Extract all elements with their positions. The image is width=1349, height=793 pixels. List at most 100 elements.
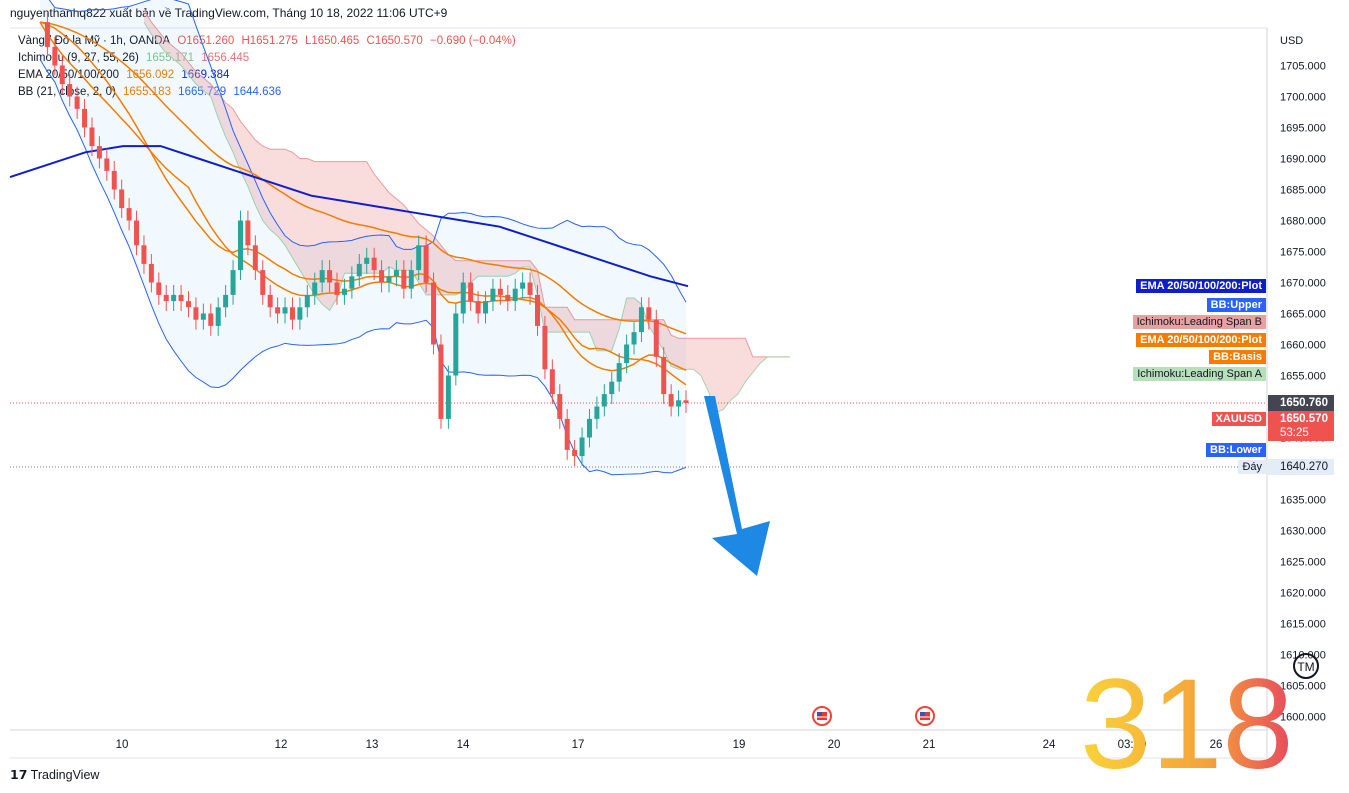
price-axis-currency: USD (1280, 35, 1303, 47)
price-tick-label: 1605.000 (1280, 681, 1326, 693)
candle-body (74, 96, 80, 109)
us-event-flag-icon[interactable] (812, 706, 832, 729)
candle-body (96, 146, 102, 159)
legend-bb[interactable]: BB (21, close, 2, 0) 1655.183 1665.729 1… (18, 86, 285, 98)
legend-bb-v1: 1655.183 (123, 86, 171, 98)
candle-body (141, 245, 147, 264)
candle-body (119, 189, 125, 209)
price-tick-label: 1635.000 (1280, 495, 1326, 507)
legend-ema-label[interactable]: EMA 20/50/100/200 (18, 69, 120, 81)
candle-body (497, 288, 503, 295)
candle-body (401, 270, 407, 289)
candle-body (260, 270, 266, 295)
cloud-fill (143, 9, 790, 413)
candle-body (89, 127, 95, 147)
candle-body (200, 313, 206, 320)
candle-body (104, 158, 110, 171)
candle-body (609, 381, 615, 395)
tradingview-footer[interactable]: 𝟭𝟳 TradingView (10, 767, 99, 782)
bollinger-bands (39, 0, 687, 476)
price-tick-label: 1655.000 (1280, 371, 1326, 383)
price-tick-label: 1670.000 (1280, 278, 1326, 290)
price-tick-label: 1665.000 (1280, 309, 1326, 321)
footer-brand: TradingView (30, 768, 100, 782)
candle-body (275, 307, 281, 314)
candle-body (349, 276, 355, 289)
price-tick-label: 1685.000 (1280, 185, 1326, 197)
time-tick-label: 26 (1210, 739, 1223, 751)
price-tick-label: 1615.000 (1280, 619, 1326, 631)
candle-body (653, 319, 659, 357)
candle-body (549, 369, 555, 395)
candle-body (163, 294, 169, 302)
time-tick-label: 14 (457, 739, 470, 751)
candle-body (527, 282, 533, 295)
svg-text:TM: TM (1297, 660, 1314, 674)
tag-bb-upper: BB:Upper (1206, 298, 1266, 312)
candle-body (661, 356, 667, 395)
candle-body (601, 394, 607, 407)
candle-body (356, 263, 362, 277)
time-tick-label: 19 (733, 739, 746, 751)
price-tick-label: 1705.000 (1280, 61, 1326, 73)
bb-upper-line (48, 0, 687, 303)
tag-bottom: Đáy (1238, 460, 1266, 474)
candle-body (341, 288, 347, 295)
candle-body (148, 263, 154, 283)
legend-bb-label[interactable]: BB (21, close, 2, 0) (18, 86, 116, 98)
time-tick-label: 03:00 (1118, 739, 1147, 751)
bb-lower-line (39, 59, 687, 476)
last-price-value: 1650.570 (1280, 413, 1328, 425)
candle-body (334, 282, 340, 295)
legend-ichimoku[interactable]: Ichimoku (9, 27, 55, 26) 1655.171 1656.4… (18, 52, 253, 64)
candle-body (230, 270, 236, 295)
legend-ichimoku-label[interactable]: Ichimoku (9, 27, 55, 26) (18, 52, 139, 64)
price-tick-label: 1675.000 (1280, 247, 1326, 259)
price-tick-label: 1680.000 (1280, 216, 1326, 228)
legend-symbol[interactable]: Vàng / Đô la Mỹ · 1h, OANDA (18, 35, 171, 47)
candle-body (245, 220, 251, 246)
candle-body (371, 257, 377, 271)
legend-ema-v2: 1669.384 (181, 69, 230, 81)
candle-body (312, 282, 318, 295)
candle-body (668, 394, 674, 407)
candle-body (512, 288, 518, 302)
legend-change: −0.690 (−0.04%) (430, 35, 516, 47)
time-tick-label: 12 (275, 739, 288, 751)
us-event-flag-icon[interactable] (915, 706, 935, 729)
candle-body (520, 282, 526, 289)
candle-body (297, 307, 303, 320)
legend-ichimoku-v2: 1656.445 (201, 52, 250, 64)
candle-body (453, 313, 459, 376)
legend-low: L1650.465 (304, 35, 360, 47)
price-tick-label: 1620.000 (1280, 588, 1326, 600)
candle-body (252, 245, 258, 271)
legend-open: O1651.260 (177, 35, 235, 47)
legend-main[interactable]: Vàng / Đô la Mỹ · 1h, OANDA O1651.260 H1… (18, 35, 520, 47)
candle-body (186, 301, 192, 308)
candle-body (379, 270, 385, 283)
watermark-text: 318 (1080, 660, 1294, 780)
candle-body (638, 307, 644, 333)
leading-span-b (143, 9, 790, 358)
down-arrow-drawing[interactable] (704, 396, 770, 576)
price-tick-label: 1600.000 (1280, 712, 1326, 724)
legend-ema[interactable]: EMA 20/50/100/200 1656.092 1669.384 (18, 69, 233, 81)
candle-body (431, 282, 437, 345)
candle-body (683, 400, 689, 403)
candle-body (557, 394, 563, 419)
ema-orange-line (39, 21, 687, 335)
tag-bb-basis: BB:Basis (1209, 350, 1266, 364)
candle-body (59, 65, 65, 85)
candle-body (416, 245, 422, 271)
tag-ichimoku-span-a: Ichimoku:Leading Span A (1133, 367, 1266, 381)
candle-body (423, 245, 429, 283)
watermark-318: 318 (1080, 660, 1294, 780)
candle-body (67, 84, 73, 97)
candle-body (111, 170, 117, 190)
candle-body (408, 270, 414, 289)
price-axis-ticks: USD 1705.000 1700.000 1695.000 1690.000 1685.… (1280, 35, 1326, 724)
ema-lines (9, 21, 689, 386)
